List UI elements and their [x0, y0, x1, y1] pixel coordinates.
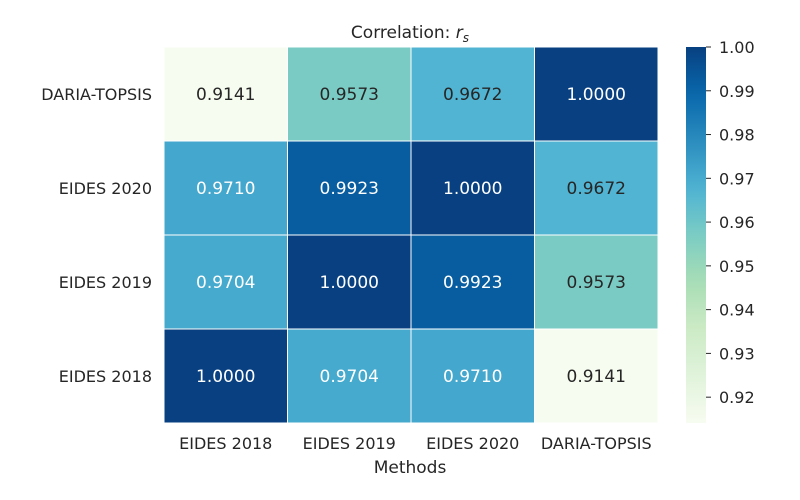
cell-value-label: 0.9573: [320, 85, 379, 105]
heatmap-cell-labels: 0.9141 0.9573 0.9672 1.0000 0.9710 0.9923 1.00…: [196, 85, 626, 387]
x-tick-label: EIDES 2018: [179, 434, 272, 453]
colorbar-tick-label: 1.00: [719, 38, 755, 57]
colorbar-tick-label: 0.96: [719, 213, 755, 232]
y-tick-label: EIDES 2020: [59, 179, 152, 198]
y-tick-label: EIDES 2019: [59, 273, 152, 292]
heatmap-cells: [163, 46, 659, 424]
cell-value-label: 0.9704: [320, 367, 379, 387]
cell-value-label: 0.9923: [320, 179, 379, 199]
y-tick-labels: DARIA-TOPSIS EIDES 2020 EIDES 2019 EIDES 20…: [41, 85, 152, 386]
x-tick-labels: EIDES 2018 EIDES 2019 EIDES 2020 DARIA-TOPS…: [179, 434, 651, 453]
colorbar-tick-label: 0.95: [719, 257, 755, 276]
colorbar-tick-label: 0.97: [719, 169, 755, 188]
heatmap-cell: [410, 328, 535, 424]
x-tick-label: EIDES 2019: [303, 434, 396, 453]
cell-value-label: 1.0000: [567, 85, 626, 105]
cell-value-label: 0.9704: [196, 273, 255, 293]
heatmap-cell: [163, 328, 288, 424]
cell-value-label: 1.0000: [320, 273, 379, 293]
colorbar: [686, 47, 706, 423]
colorbar-tick-label: 0.98: [719, 126, 755, 145]
x-axis-label: Methods: [374, 458, 447, 478]
cell-value-label: 0.9672: [443, 85, 502, 105]
colorbar-tick-label: 0.92: [719, 388, 755, 407]
heatmap-cell: [534, 328, 659, 424]
cell-value-label: 0.9710: [443, 367, 502, 387]
cell-value-label: 0.9141: [196, 85, 255, 105]
cell-value-label: 0.9141: [567, 367, 626, 387]
cell-value-label: 0.9672: [567, 179, 626, 199]
heatmap-cell: [287, 234, 412, 330]
chart-title-text: Correlation:: [351, 23, 456, 43]
x-tick-label: DARIA-TOPSIS: [541, 434, 652, 453]
colorbar-tick-label: 0.94: [719, 301, 755, 320]
colorbar-tick-label: 0.99: [719, 82, 755, 101]
heatmap-cell: [163, 46, 288, 142]
x-tick-label: EIDES 2020: [426, 434, 519, 453]
heatmap-cell: [534, 234, 659, 330]
heatmap-cell: [534, 140, 659, 236]
colorbar-tick-label: 0.93: [719, 344, 755, 363]
colorbar-ticks: 0.92 0.93 0.94 0.95 0.96 0.97 0.98 0.99 1.00: [706, 38, 755, 407]
chart-title-subscript: s: [463, 31, 469, 45]
y-tick-label: DARIA-TOPSIS: [41, 85, 152, 104]
chart-title: Correlation: rs: [351, 23, 469, 45]
chart-title-symbol: r: [456, 23, 464, 43]
cell-value-label: 1.0000: [196, 367, 255, 387]
cell-value-label: 0.9710: [196, 179, 255, 199]
heatmap-cell: [287, 46, 412, 142]
heatmap-cell: [410, 234, 535, 330]
heatmap-cell: [163, 234, 288, 330]
cell-value-label: 0.9923: [443, 273, 502, 293]
y-tick-label: EIDES 2018: [59, 367, 152, 386]
cell-value-label: 0.9573: [567, 273, 626, 293]
cell-value-label: 1.0000: [443, 179, 502, 199]
